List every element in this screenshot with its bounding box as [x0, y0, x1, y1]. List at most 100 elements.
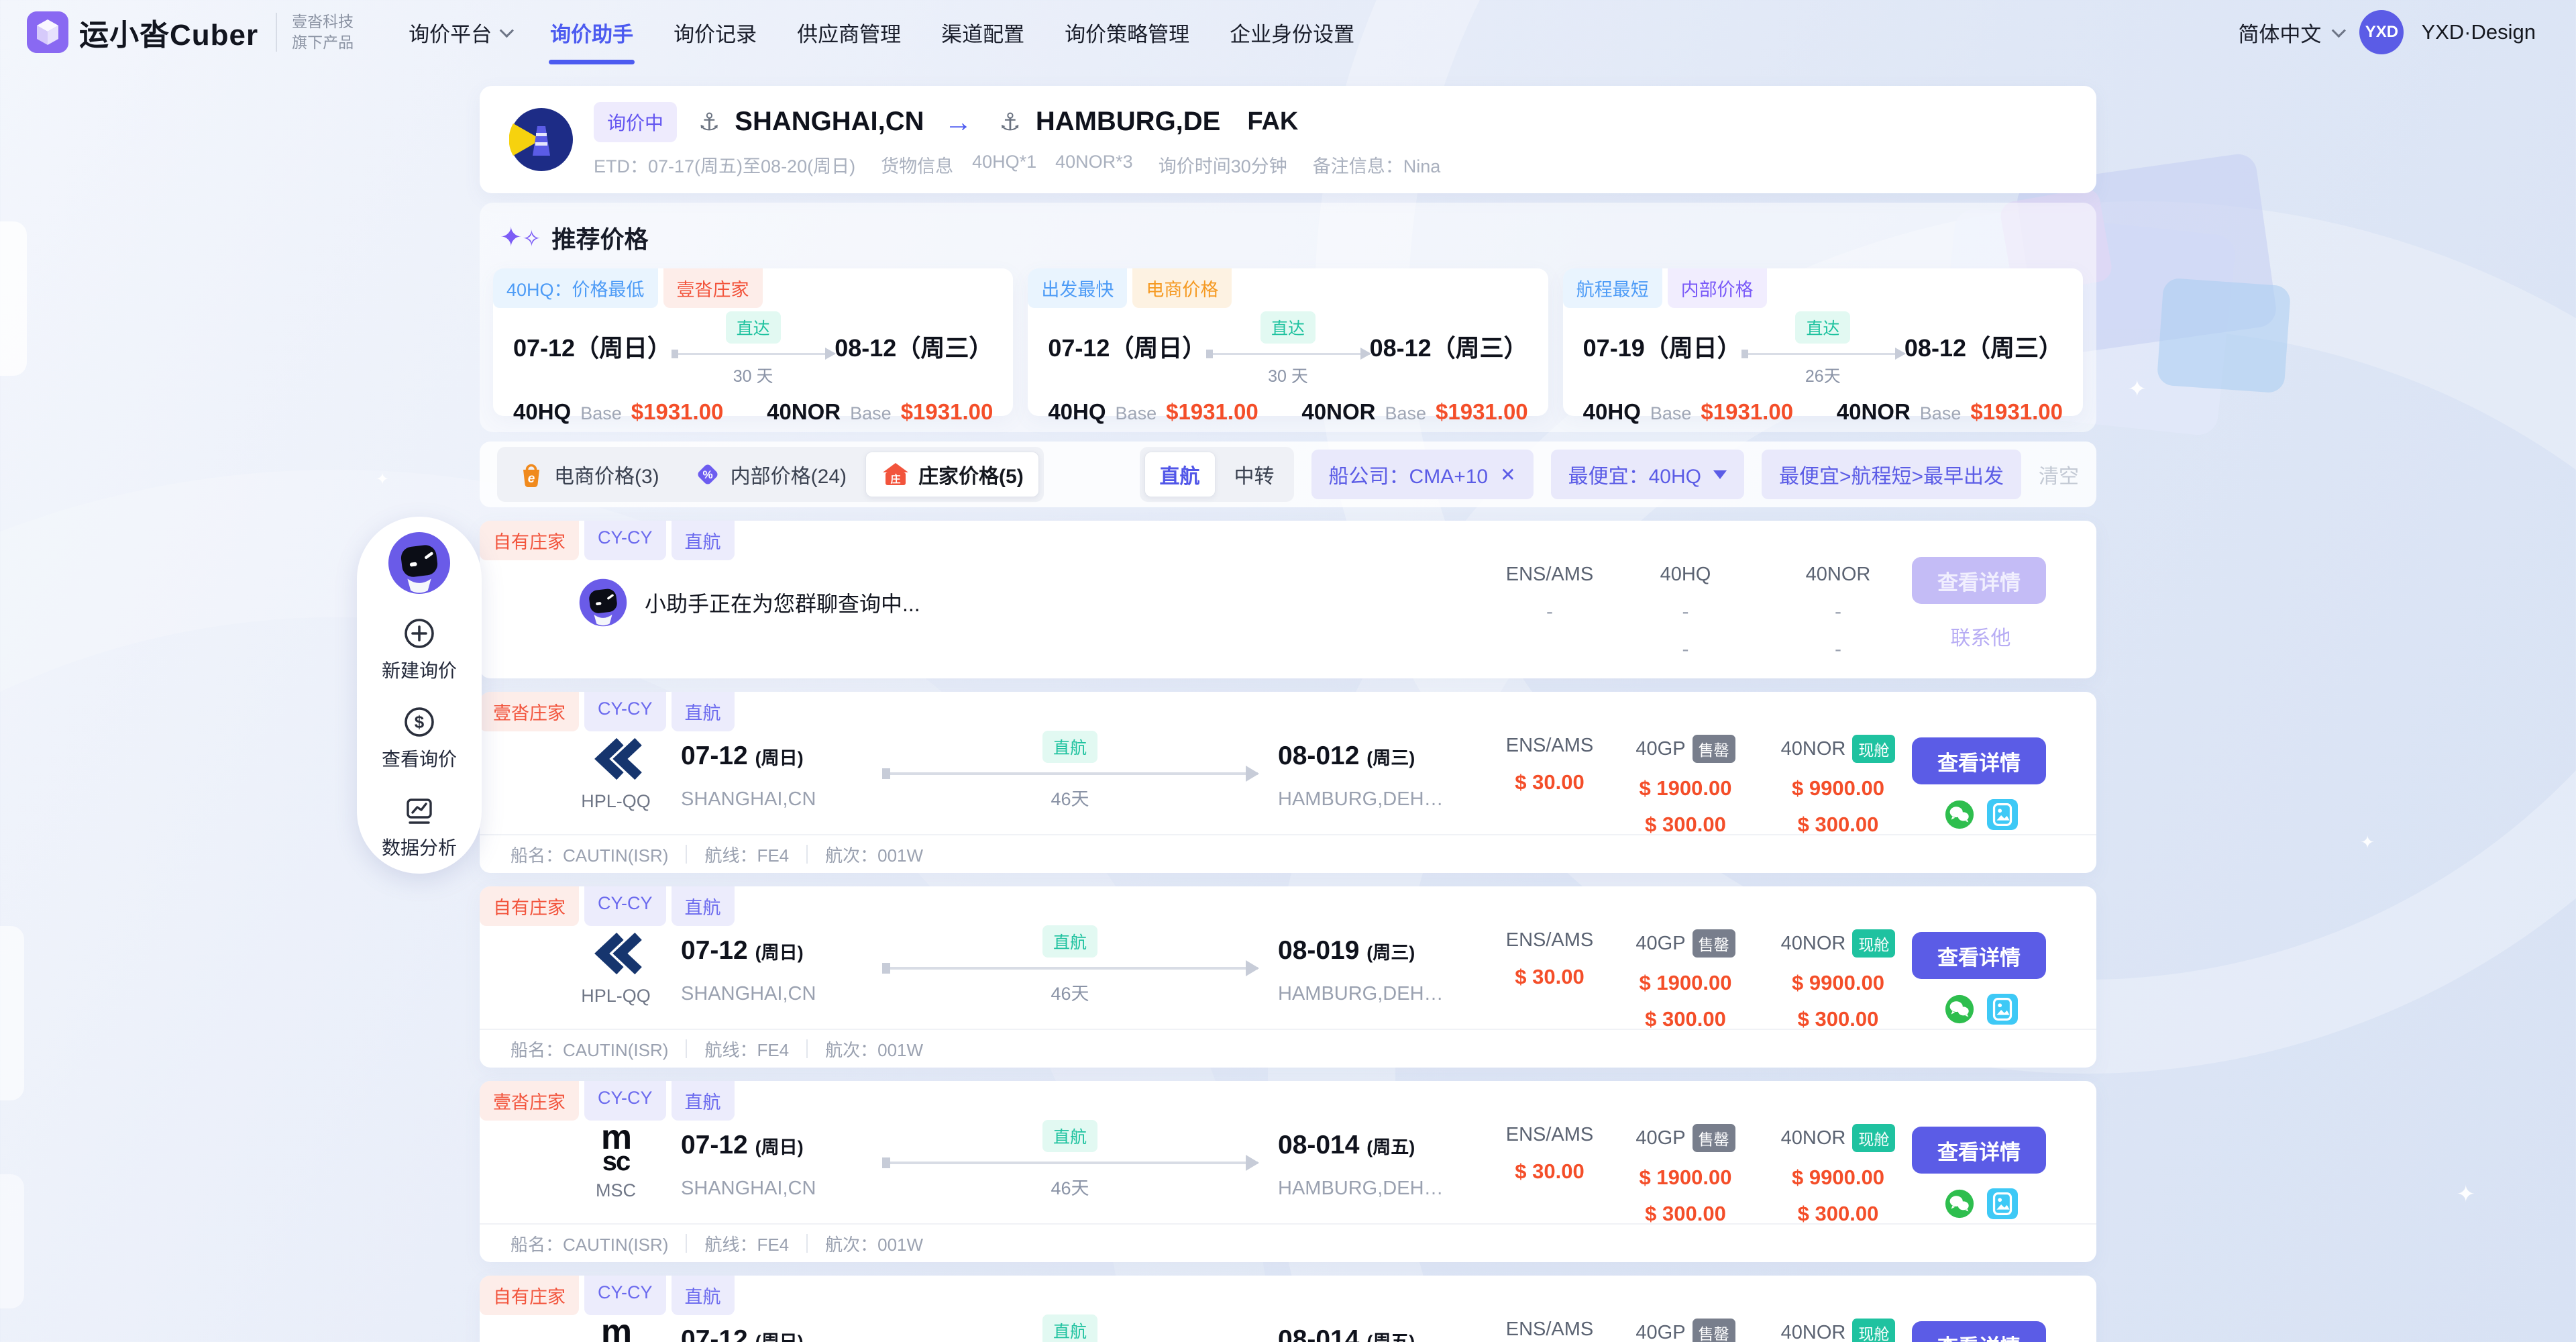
contact-button[interactable]: 联系他	[1950, 627, 2011, 650]
nav-item-platform[interactable]: 询价平台	[388, 0, 530, 64]
transit-days: 26天	[1805, 367, 1841, 386]
direct-badge: 直航	[1042, 731, 1097, 763]
divider	[806, 845, 808, 864]
box-type: 40NOR	[1836, 399, 1911, 424]
recommend-card-shortest-voyage[interactable]: 航程最短 内部价格 07-19（周日） 直达 26天 08-12（周三） 40H…	[1562, 268, 2083, 424]
spot-badge: 现舱	[1852, 1124, 1896, 1152]
filter-chip-sort[interactable]: 最便宜>航程短>最早出发	[1761, 450, 2021, 499]
carrier-code: HPL-QQ	[581, 791, 651, 811]
clear-filters-button[interactable]: 清空	[2039, 466, 2079, 488]
inquiry-avatar	[509, 108, 573, 171]
image-icon[interactable]	[1986, 799, 2018, 830]
user-avatar[interactable]: YXD	[2359, 10, 2404, 54]
tag-ecommerce-price: 电商价格	[1132, 268, 1232, 308]
nav-item-channels[interactable]: 渠道配置	[941, 22, 1025, 46]
nav-item-records[interactable]: 询价记录	[674, 22, 757, 46]
quickbar-view-inquiry[interactable]: $ 查看询价	[382, 706, 457, 772]
vessel-info: 船名：CAUTIN(ISR) 航线：FE4 航次：001W	[480, 834, 2096, 873]
base-label: Base	[580, 403, 622, 423]
vessel-name: 船名：CAUTIN(ISR)	[511, 1234, 669, 1255]
tab-direct-route[interactable]: 直航	[1144, 452, 1216, 497]
quickbar-data-analysis[interactable]: 数据分析	[382, 794, 457, 860]
tab-ecommerce-price[interactable]: e 电商价格(3)	[502, 452, 674, 497]
chevron-down-icon	[499, 23, 515, 38]
quote-row: 壹沓庄家 CY-CY 直航 HPL-QQ 07-12 (周日) SHANGHAI…	[480, 692, 2096, 873]
base-price: $1931.00	[1166, 399, 1258, 424]
svg-text:$: $	[415, 712, 425, 732]
voyage-code: 航次：001W	[825, 1234, 924, 1255]
nav-item-strategy[interactable]: 询价策略管理	[1065, 22, 1190, 46]
brand-name: 运小沓Cuber	[79, 19, 259, 52]
brand-logo-icon	[27, 11, 68, 53]
route-line	[882, 1155, 1259, 1171]
departure-port: SHANGHAI,CN	[681, 788, 816, 810]
chart-icon	[407, 798, 432, 824]
route-line	[672, 348, 837, 360]
row-actions: 查看详情 联系他	[1912, 557, 2049, 651]
tab-internal-price[interactable]: % 内部价格(24)	[678, 452, 861, 497]
wechat-icon[interactable]	[1944, 994, 1975, 1025]
wechat-icon[interactable]	[1944, 1188, 1975, 1219]
tab-transfer-route[interactable]: 中转	[1234, 466, 1275, 488]
vessel-name: 船名：CAUTIN(ISR)	[511, 1039, 669, 1060]
view-detail-button[interactable]: 查看详情	[1912, 1127, 2046, 1174]
quote-row: 自有庄家 CY-CY 直航 msc MSC 07-12 (周日) SHANGHA…	[480, 1276, 2096, 1342]
anchor-icon: ⚓	[999, 107, 1021, 136]
filter-chip-cheapest[interactable]: 最便宜：40HQ	[1550, 450, 1744, 499]
inquiry-header-card: 询价中 ⚓ SHANGHAI,CN → ⚓ HAMBURG,DE FAK ETD…	[480, 86, 2096, 193]
price-col-ens: ENS/AMS -	[1505, 564, 1594, 623]
transit-days: 46天	[1051, 789, 1089, 809]
view-detail-button[interactable]: 查看详情	[1912, 557, 2046, 604]
arrival-date: 08-019	[1278, 936, 1360, 965]
view-detail-button[interactable]: 查看详情	[1912, 737, 2046, 784]
transit-days: 46天	[1051, 1178, 1089, 1198]
route-arrow-icon: →	[944, 105, 973, 138]
image-icon[interactable]	[1986, 994, 2018, 1025]
nav-item-suppliers[interactable]: 供应商管理	[797, 22, 902, 46]
direct-badge: 直航	[1042, 925, 1097, 958]
tag-own-dealer: 自有庄家	[480, 521, 579, 560]
nav-item-assistant[interactable]: 询价助手	[530, 0, 653, 64]
quickbar-new-inquiry[interactable]: 新建询价	[382, 617, 457, 683]
nav-item-identity[interactable]: 企业身份设置	[1230, 22, 1355, 46]
row-actions: 查看详情	[1912, 1127, 2049, 1219]
inquiry-meta: ETD：07-17(周五)至08-20(周日) 货物信息 40HQ*1 40NO…	[594, 152, 1440, 178]
carrier-code: MSC	[596, 1180, 636, 1200]
base-label: Base	[1919, 403, 1962, 423]
filter-chip-carrier[interactable]: 船公司：CMA+10 ✕	[1311, 450, 1534, 499]
wechat-icon[interactable]	[1944, 799, 1975, 830]
box-type: 40NOR	[767, 399, 841, 424]
transit-days: 30 天	[733, 367, 773, 386]
recommend-card-lowest-price[interactable]: 40HQ：价格最低 壹沓庄家 07-12（周日） 直达 30 天 08-12（周…	[493, 268, 1014, 424]
row-actions: 查看详情	[1912, 1321, 2049, 1342]
quote-row: 自有庄家 CY-CY 直航 HPL-QQ 07-12 (周日) SHANGHAI…	[480, 886, 2096, 1068]
bg-sparkle: ✦	[2456, 1182, 2476, 1207]
view-detail-button[interactable]: 查看详情	[1912, 932, 2046, 979]
recommend-card-fastest-departure[interactable]: 出发最快 电商价格 07-12（周日） 直达 30 天 08-12（周三） 40…	[1028, 268, 1548, 424]
shopping-bag-icon: e	[523, 464, 539, 488]
soldout-badge: 售罄	[1692, 1124, 1735, 1152]
direct-badge: 直航	[1042, 1314, 1097, 1342]
image-icon[interactable]	[1986, 1188, 2018, 1219]
language-selector[interactable]: 简体中文	[2238, 17, 2347, 48]
view-detail-button[interactable]: 查看详情	[1912, 1321, 2046, 1342]
close-icon[interactable]: ✕	[1500, 464, 1516, 485]
tag-direct: 直航	[671, 1276, 735, 1315]
bg-illustration	[2156, 277, 2292, 394]
dollar-circle-icon: $	[405, 707, 434, 737]
tab-dealer-price[interactable]: 庄 庄家价格(5)	[865, 452, 1039, 497]
bg-sparkle: ✦	[2127, 376, 2147, 402]
arrival-date: 08-014	[1278, 1131, 1360, 1159]
direct-badge: 直达	[1795, 311, 1851, 344]
price-type-tabs: e 电商价格(3) % 内部价格(24) 庄 庄家价格(5)	[497, 447, 1044, 502]
tag-cy-cy: CY-CY	[584, 886, 666, 926]
row-actions: 查看详情	[1912, 932, 2049, 1025]
svg-text:e: e	[528, 472, 535, 486]
direct-badge: 直航	[1042, 1120, 1097, 1152]
nav-right: 简体中文 YXD YXD·Design	[2238, 0, 2536, 64]
